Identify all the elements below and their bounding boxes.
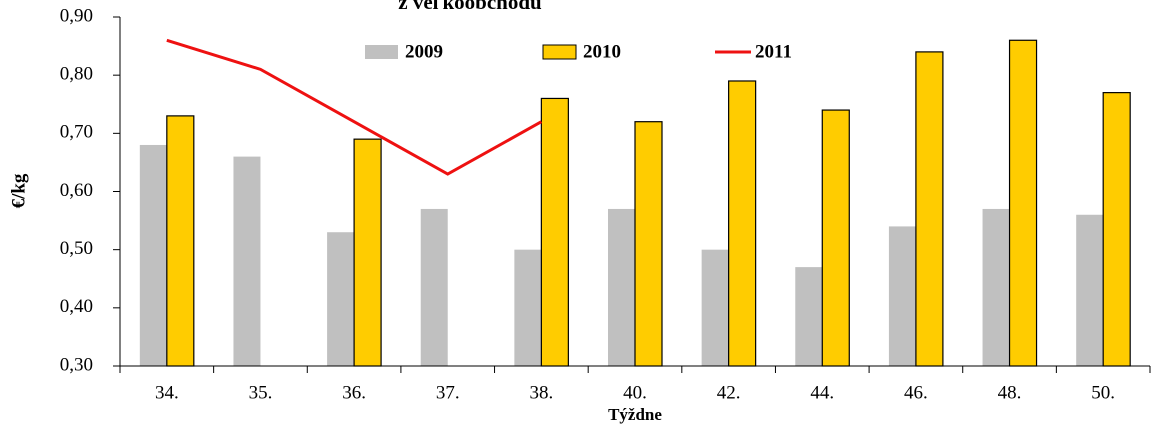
bar [701, 249, 729, 366]
y-tick-label: 0,40 [60, 296, 93, 317]
bar [166, 115, 195, 367]
bar [634, 121, 663, 367]
line [166, 38, 543, 176]
bar [540, 97, 569, 367]
bar [233, 156, 261, 366]
bar [888, 226, 916, 366]
bar [514, 249, 542, 366]
bar [795, 267, 823, 366]
x-tick-label: 38. [529, 382, 553, 403]
bar [982, 208, 1010, 366]
x-tick-label: 44. [810, 382, 834, 403]
bar [915, 51, 944, 367]
y-tick-label: 0,70 [60, 122, 93, 143]
legend-label: 2010 [583, 41, 621, 62]
y-tick-label: 0,80 [60, 64, 93, 85]
chart-title: z veľkoobchodu [398, 0, 542, 14]
bar [327, 232, 355, 366]
x-tick-label: 37. [436, 382, 460, 403]
y-tick-label: 0,60 [60, 180, 93, 201]
bar [1102, 92, 1131, 367]
legend-label: 2009 [405, 41, 443, 62]
bar [1008, 39, 1038, 367]
bar [420, 208, 448, 366]
y-tick-label: 0,30 [60, 354, 93, 375]
x-tick-label: 48. [998, 382, 1022, 403]
x-tick-label: 42. [717, 382, 741, 403]
x-tick-label: 50. [1091, 382, 1115, 403]
bar [1076, 214, 1104, 366]
bar [728, 80, 757, 367]
x-tick-label: 34. [155, 382, 179, 403]
y-tick-label: 0,50 [60, 238, 93, 259]
x-tick-label: 46. [904, 382, 928, 403]
bar [608, 208, 635, 366]
x-tick-label: 40. [623, 382, 647, 403]
x-tick-label: 35. [249, 382, 273, 403]
legend-swatch [365, 45, 398, 59]
legend-label: 2011 [755, 41, 792, 62]
x-axis-label: Týždne [608, 405, 662, 424]
bar [821, 109, 850, 367]
y-tick-label: 0,90 [60, 5, 93, 26]
bar [139, 144, 167, 366]
legend-swatch [542, 44, 577, 60]
bar [353, 138, 382, 367]
y-axis-label: €/kg [8, 173, 29, 208]
x-tick-label: 36. [342, 382, 366, 403]
